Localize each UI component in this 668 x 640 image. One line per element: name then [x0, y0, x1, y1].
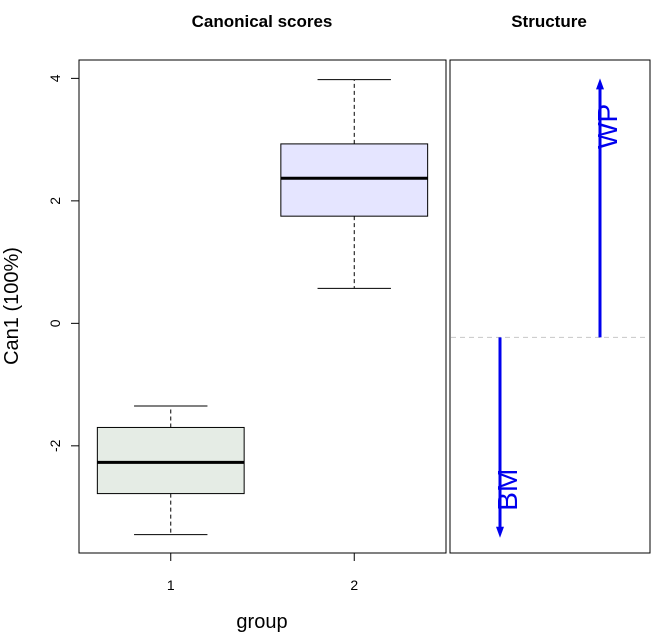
vector-arrowhead — [596, 78, 604, 90]
structure-vectors: BM WP — [492, 78, 623, 538]
box-rect — [96, 426, 245, 495]
vector-wp: WP — [592, 78, 623, 338]
box-group-container — [96, 79, 429, 536]
structure-plot-frame — [449, 59, 651, 554]
vector-bm: BM — [492, 337, 523, 538]
x-tick-label: 1 — [167, 577, 175, 593]
vector-arrowhead — [496, 526, 504, 538]
y-axis-label: Can1 (100%) — [1, 247, 23, 365]
y-tick-label: 2 — [47, 197, 63, 205]
x-tick-label: 2 — [350, 577, 358, 593]
box-rect — [280, 143, 429, 217]
y-tick-label: -2 — [47, 439, 63, 452]
y-tick-label: 4 — [47, 74, 63, 82]
vector-label: BM — [492, 469, 523, 511]
y-tick-label: 0 — [47, 319, 63, 327]
vector-label: WP — [592, 104, 623, 149]
structure-title: Structure — [511, 12, 587, 31]
canonical-scores-title: Canonical scores — [192, 12, 333, 31]
structure-panel: Structure BM WP — [449, 12, 651, 554]
box-group-1 — [96, 405, 245, 536]
box-group-2 — [280, 79, 429, 289]
canonical-scores-plot-frame — [78, 59, 447, 554]
x-axis-label: group — [236, 611, 287, 633]
y-axis: -2 0 2 4 — [47, 74, 79, 452]
